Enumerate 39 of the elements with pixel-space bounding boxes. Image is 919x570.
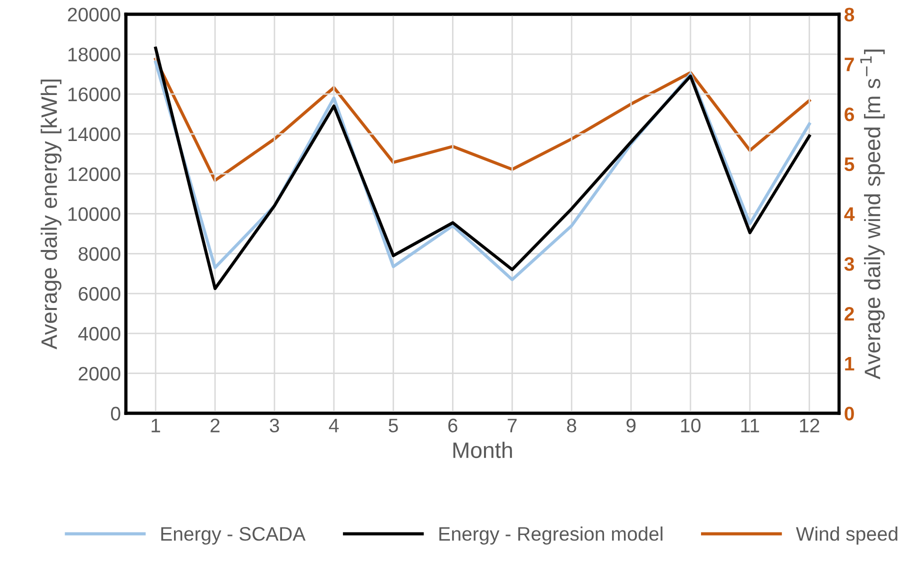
x-tick-label: 10 (681, 418, 701, 432)
y-tick-label: 2000 (78, 366, 120, 381)
y-tick-label: 16000 (68, 88, 120, 102)
x-tick-label: 5 (388, 418, 398, 432)
y2-tick-label: 3 (844, 257, 854, 271)
y2-tick-label: 0 (844, 406, 854, 420)
y2-tick-label: 4 (844, 207, 855, 221)
y-tick-label: 6000 (78, 287, 120, 301)
x-axis-title: Month (453, 442, 512, 458)
y2-tick-label: 2 (844, 306, 854, 321)
x-tick-label: 1 (152, 418, 160, 432)
y-tick-label: 20000 (68, 8, 120, 22)
x-tick-label: 11 (741, 418, 760, 432)
x-tick-label: 6 (448, 418, 458, 432)
legend-label: Energy - Regresion model (439, 526, 662, 545)
x-tick-label: 4 (328, 418, 339, 432)
legend-label: Energy - SCADA (161, 527, 306, 545)
x-tick-label: 8 (567, 418, 576, 432)
y2-tick-label: 5 (844, 158, 854, 172)
x-tick-label: 12 (800, 418, 820, 432)
x-tick-label: 3 (270, 418, 280, 432)
y-tick-label: 0 (110, 406, 120, 420)
y2-tick-label: 1 (845, 357, 854, 370)
x-tick-label: 9 (626, 418, 636, 432)
y-tick-label: 18000 (68, 48, 120, 62)
x-tick-label: 7 (508, 418, 517, 432)
legend-label: Wind speed (796, 526, 898, 545)
y-tick-label: 10000 (68, 207, 120, 221)
y2-tick-label: 8 (844, 8, 854, 22)
y-tick-label: 8000 (78, 247, 120, 261)
y-axis-title: Average daily energy [kWh] (40, 80, 62, 350)
y-tick-label: 4000 (78, 326, 120, 341)
y-tick-label: 14000 (68, 127, 120, 142)
y2-tick-label: 6 (844, 107, 854, 122)
y2-tick-label: 7 (844, 58, 854, 72)
y2-axis-title: Average daily wind speed [m s$^{−1}$] (860, 50, 885, 380)
y-tick-label: 12000 (68, 167, 120, 182)
x-tick-label: 2 (210, 418, 220, 432)
line-series (154, 58, 811, 182)
